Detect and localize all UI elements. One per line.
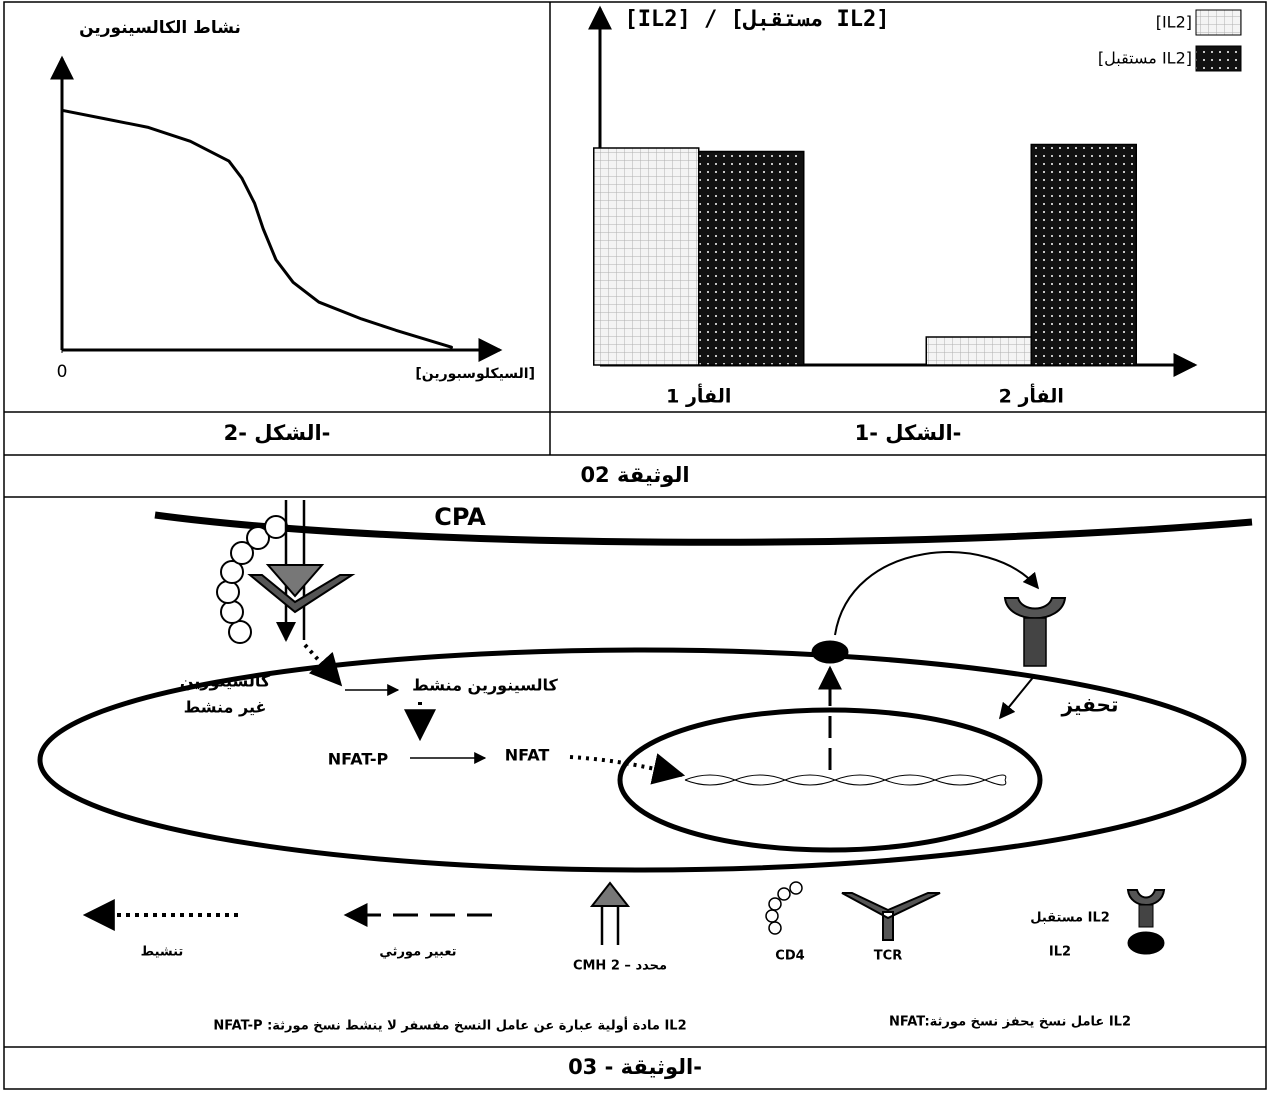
note: NFAT-P :مادة أولية عبارة عن عامل النسخ م…	[213, 1017, 686, 1034]
document-caption: الوثيقة - 03-	[568, 1055, 702, 1079]
cmh-head	[265, 564, 325, 598]
bar	[698, 150, 805, 366]
legend-icon	[1126, 889, 1166, 906]
diagram	[37, 500, 1253, 955]
il2-receptor	[1023, 617, 1047, 667]
label: NFAT-P	[328, 750, 389, 769]
x-axis-title: [السيكلوسبورين]	[415, 366, 535, 382]
legend-label: [مستقبل IL2]	[1098, 49, 1192, 68]
y-axis-title: [IL2] / [مستقبل IL2]	[625, 7, 890, 32]
legend-label: تعبير مورثي	[379, 945, 456, 960]
nucleus	[617, 707, 1043, 853]
line	[60, 108, 453, 349]
bar	[593, 147, 700, 366]
label: كالسينورين منشط	[412, 676, 558, 695]
y-axis-title: نشاط الكالسينورين	[79, 18, 241, 38]
x-tick-label: 0	[57, 362, 68, 382]
secretion-arrow	[834, 551, 1040, 636]
legend-label: [IL2]	[1156, 13, 1192, 32]
legend-icon	[1138, 904, 1154, 928]
tcr	[247, 574, 356, 614]
legend-label: مستقبل IL2	[1030, 911, 1110, 926]
arrow	[998, 674, 1036, 720]
figure-caption: الشكل -2-	[224, 421, 331, 445]
legend-label: TCR	[874, 949, 902, 964]
legend-icon	[841, 892, 941, 941]
label: غير منشط	[184, 698, 267, 717]
legend-swatch	[1195, 45, 1242, 72]
legend-icon	[589, 881, 631, 907]
legend-label: تنشيط	[141, 945, 184, 960]
cell-membrane	[37, 647, 1247, 873]
il2	[811, 640, 849, 664]
table-frame	[3, 1, 1267, 1090]
dna	[684, 774, 1007, 786]
label: CPA	[434, 503, 486, 531]
label: NFAT	[505, 746, 550, 765]
legend-label: CMH 2 – محدد	[573, 959, 667, 974]
x-tick-label: الفأر 1	[666, 384, 731, 408]
legend-label: CD4	[775, 949, 804, 964]
bar	[1030, 143, 1137, 366]
label: تحفيز	[1061, 693, 1119, 717]
legend-label: IL2	[1049, 945, 1071, 960]
legend-icon	[1127, 931, 1165, 955]
x-tick-label: الفأر 2	[999, 384, 1064, 408]
legend-icon	[765, 881, 803, 935]
il2-receptor	[1003, 597, 1067, 620]
cpa-membrane	[154, 511, 1253, 546]
document-caption: الوثيقة 02	[580, 463, 689, 487]
cd4	[216, 515, 288, 644]
label: كالسينورين	[180, 672, 271, 691]
figure-caption: الشكل -1-	[855, 421, 962, 445]
legend-swatch	[1195, 9, 1242, 36]
note: NFAT:عامل نسخ يحفز نسخ مورثة IL2	[889, 1015, 1131, 1030]
bar	[925, 336, 1032, 366]
activation-arrow	[303, 643, 343, 687]
